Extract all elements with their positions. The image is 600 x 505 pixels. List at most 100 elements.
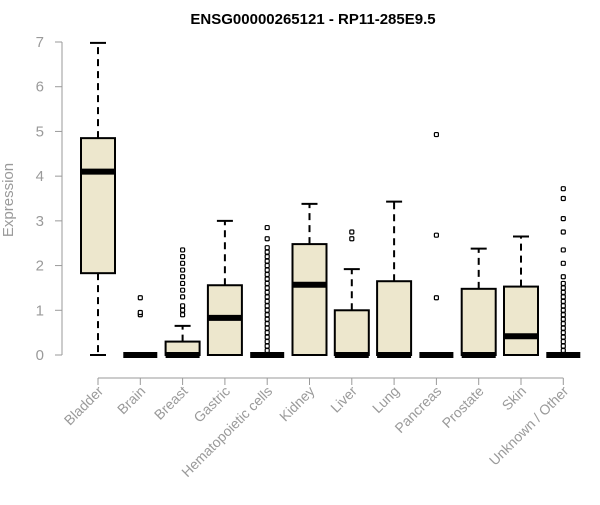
box-gastric bbox=[206, 219, 243, 357]
y-axis-label: Expression bbox=[0, 163, 17, 237]
box-body bbox=[503, 285, 539, 356]
y-tick-label: 7 bbox=[36, 34, 44, 51]
outlier-point bbox=[180, 274, 186, 280]
outlier-point bbox=[264, 245, 270, 251]
outlier-point bbox=[264, 289, 270, 295]
outlier-point bbox=[560, 195, 566, 202]
outlier-point bbox=[180, 312, 186, 318]
outlier-point bbox=[264, 316, 270, 322]
outlier-point bbox=[180, 267, 186, 273]
chart-title: ENSG00000265121 - RP11-285E9.5 bbox=[190, 11, 435, 28]
outlier-point bbox=[560, 294, 566, 300]
outlier-point bbox=[560, 316, 566, 322]
box-unknown-other bbox=[546, 186, 581, 358]
box-body bbox=[333, 309, 370, 356]
box-liver bbox=[333, 229, 370, 358]
y-tick-label: 3 bbox=[36, 213, 44, 230]
outlier-point bbox=[433, 232, 439, 238]
x-tick-label: Skin bbox=[499, 383, 530, 414]
box-kidney bbox=[291, 202, 328, 356]
outlier-point bbox=[264, 303, 270, 309]
outlier-point bbox=[349, 229, 355, 235]
outlier-point bbox=[180, 303, 186, 309]
outlier-point bbox=[264, 267, 270, 273]
outlier-point bbox=[560, 325, 566, 331]
box-lung bbox=[376, 200, 413, 358]
box-prostate bbox=[460, 247, 497, 358]
outlier-point bbox=[560, 321, 566, 327]
box-body bbox=[376, 280, 413, 357]
outlier-point bbox=[560, 312, 566, 318]
outlier-point bbox=[560, 274, 566, 280]
x-tick-label: Lung bbox=[369, 383, 402, 416]
y-tick-label: 0 bbox=[36, 347, 44, 364]
outlier-point bbox=[560, 307, 566, 313]
box-bladder bbox=[80, 41, 116, 356]
outlier-point bbox=[180, 260, 186, 266]
y-tick-label: 2 bbox=[36, 258, 44, 275]
outlier-point bbox=[264, 276, 270, 282]
box-breast bbox=[164, 247, 201, 358]
outlier-point bbox=[264, 330, 270, 336]
outlier-point bbox=[433, 131, 439, 138]
y-axis: 0 1 2 3 4 5 6 7 bbox=[36, 34, 63, 364]
outlier-point bbox=[560, 298, 566, 304]
outlier-point bbox=[560, 186, 566, 192]
outlier-point bbox=[560, 289, 566, 295]
box-pancreas bbox=[419, 131, 454, 358]
x-tick-label: Kidney bbox=[276, 383, 318, 425]
x-tick-label: Breast bbox=[151, 383, 191, 423]
x-tick-label: Liver bbox=[327, 383, 360, 416]
outlier-point bbox=[560, 280, 566, 287]
outlier-point bbox=[180, 294, 186, 300]
x-tick-label: Unknown / Other bbox=[486, 383, 572, 469]
outlier-point bbox=[264, 338, 270, 345]
outlier-point bbox=[264, 249, 270, 255]
y-tick-label: 4 bbox=[36, 168, 44, 185]
outlier-point bbox=[560, 260, 566, 266]
outlier-point bbox=[180, 307, 186, 313]
outlier-point bbox=[264, 294, 270, 300]
outlier-point bbox=[264, 325, 270, 331]
y-tick-label: 5 bbox=[36, 123, 44, 140]
outlier-point bbox=[560, 216, 566, 222]
outlier-point bbox=[264, 280, 270, 287]
outlier-point bbox=[264, 254, 270, 260]
outlier-point bbox=[180, 247, 186, 253]
outlier-point bbox=[264, 334, 270, 340]
box-body bbox=[291, 243, 328, 356]
outlier-point bbox=[349, 236, 355, 242]
outlier-point bbox=[264, 262, 270, 269]
outlier-point bbox=[560, 330, 566, 336]
outlier-point bbox=[560, 229, 566, 235]
x-tick-label: Prostate bbox=[439, 383, 487, 431]
y-tick-label: 1 bbox=[36, 302, 44, 319]
outlier-point bbox=[137, 295, 143, 301]
outlier-point bbox=[560, 303, 566, 309]
outlier-point bbox=[264, 236, 270, 242]
outlier-point bbox=[560, 343, 566, 349]
y-tick-label: 6 bbox=[36, 79, 44, 96]
x-tick-label: Pancreas bbox=[391, 383, 444, 436]
outlier-point bbox=[264, 307, 270, 313]
outlier-point bbox=[560, 334, 566, 340]
box-body bbox=[460, 287, 497, 356]
outlier-point bbox=[264, 347, 270, 354]
outlier-point bbox=[264, 258, 270, 264]
x-tick-label: Brain bbox=[114, 383, 148, 417]
outlier-point bbox=[264, 271, 270, 278]
outlier-point bbox=[560, 347, 566, 354]
outlier-point bbox=[264, 298, 270, 304]
outlier-point bbox=[264, 312, 270, 318]
outlier-point bbox=[264, 224, 270, 231]
box-body bbox=[80, 137, 116, 275]
box-hematopoietic-cells bbox=[250, 224, 285, 358]
boxes bbox=[80, 41, 581, 358]
outlier-point bbox=[137, 309, 143, 316]
outlier-point bbox=[433, 295, 439, 301]
outlier-point bbox=[264, 321, 270, 327]
outlier-point bbox=[180, 287, 186, 293]
outlier-point bbox=[264, 285, 270, 291]
